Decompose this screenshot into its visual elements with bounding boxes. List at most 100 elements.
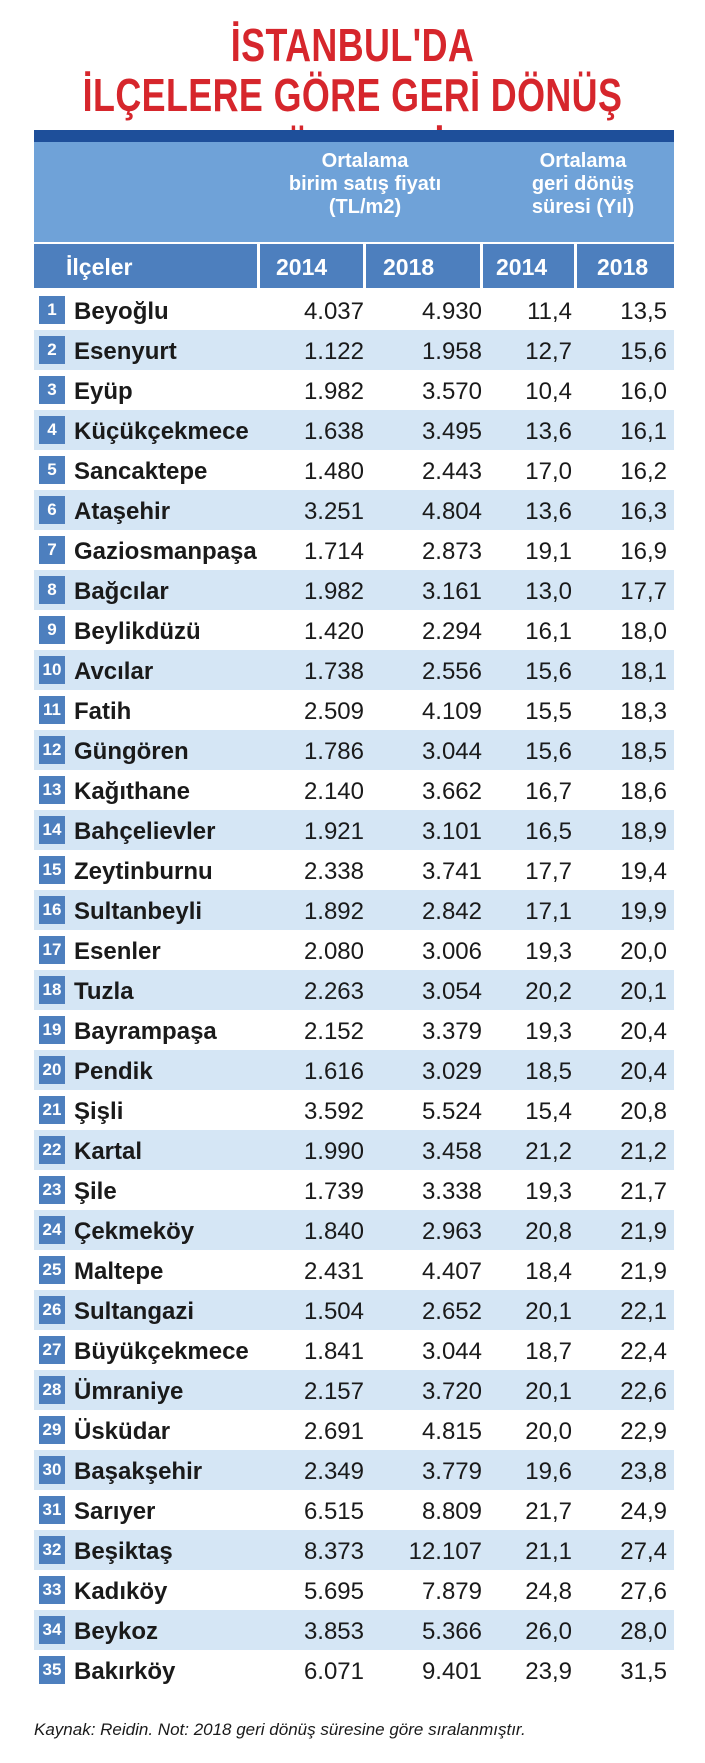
rank-badge: 22 [39, 1136, 65, 1164]
price-2018-cell: 7.879 [421, 1578, 482, 1605]
price-2014-cell: 2.691 [303, 1418, 364, 1445]
table-row: 31 Sarıyer 6.515 8.809 21,7 24,9 [34, 1490, 674, 1530]
return-2014-cell: 23,9 [525, 1658, 572, 1685]
table-row: 19 Bayrampaşa 2.152 3.379 19,3 20,4 [34, 1010, 674, 1050]
return-2014-cell: 19,6 [525, 1458, 572, 1485]
table-row: 25 Maltepe 2.431 4.407 18,4 21,9 [34, 1250, 674, 1290]
table-row: 23 Şile 1.739 3.338 19,3 21,7 [34, 1170, 674, 1210]
table-row: 26 Sultangazi 1.504 2.652 20,1 22,1 [34, 1290, 674, 1330]
price-2018-cell: 3.458 [421, 1138, 482, 1165]
district-cell: Bağcılar [74, 578, 169, 605]
rank-badge: 5 [39, 456, 65, 484]
rank-badge: 32 [39, 1536, 65, 1564]
rank-badge: 23 [39, 1176, 65, 1204]
return-2014-cell: 20,0 [525, 1418, 572, 1445]
column-separator [363, 244, 366, 288]
district-cell: Beyoğlu [74, 298, 169, 325]
district-cell: Bahçelievler [74, 818, 216, 845]
return-2014-cell: 18,5 [525, 1058, 572, 1085]
column-header-district: İlçeler [66, 254, 133, 280]
price-2014-cell: 2.140 [303, 778, 364, 805]
return-2018-cell: 28,0 [620, 1618, 667, 1645]
return-2018-cell: 16,2 [620, 458, 667, 485]
return-2014-cell: 16,1 [525, 618, 572, 645]
return-2018-cell: 22,6 [620, 1378, 667, 1405]
return-2014-cell: 24,8 [525, 1578, 572, 1605]
rank-badge: 14 [39, 816, 65, 844]
return-2014-cell: 21,7 [525, 1498, 572, 1525]
rank-badge: 9 [39, 616, 65, 644]
district-cell: Büyükçekmece [74, 1338, 249, 1365]
district-cell: Başakşehir [74, 1458, 203, 1485]
district-cell: Avcılar [74, 658, 154, 685]
return-2018-cell: 20,1 [620, 978, 667, 1005]
rank-badge: 19 [39, 1016, 65, 1044]
rank-badge: 21 [39, 1096, 65, 1124]
return-2018-cell: 16,3 [620, 498, 667, 525]
return-2018-cell: 13,5 [620, 298, 667, 325]
price-2014-cell: 1.480 [303, 458, 364, 485]
rank-badge: 18 [39, 976, 65, 1004]
return-2018-cell: 27,6 [620, 1578, 667, 1605]
return-header-line-3: süresi (Yıl) [531, 196, 635, 218]
table-row: 18 Tuzla 2.263 3.054 20,2 20,1 [34, 970, 674, 1010]
column-separator [574, 244, 577, 288]
return-2018-cell: 20,8 [620, 1098, 667, 1125]
rank-badge: 30 [39, 1456, 65, 1484]
price-2018-cell: 2.443 [421, 458, 482, 485]
column-header-return-2018: 2018 [597, 254, 649, 280]
district-cell: Çekmeköy [74, 1218, 195, 1245]
return-2018-cell: 22,9 [620, 1418, 667, 1445]
price-2018-cell: 1.958 [421, 338, 482, 365]
rank-badge: 3 [39, 376, 65, 404]
rank-badge: 26 [39, 1296, 65, 1324]
price-2018-cell: 3.570 [421, 378, 482, 405]
rank-badge: 10 [39, 656, 65, 684]
table-row: 14 Bahçelievler 1.921 3.101 16,5 18,9 [34, 810, 674, 850]
price-2014-cell: 2.349 [303, 1458, 364, 1485]
table-row: 24 Çekmeköy 1.840 2.963 20,8 21,9 [34, 1210, 674, 1250]
rank-badge: 12 [39, 736, 65, 764]
price-2014-cell: 8.373 [303, 1538, 364, 1565]
table-row: 6 Ataşehir 3.251 4.804 13,6 16,3 [34, 490, 674, 530]
price-2014-cell: 1.638 [303, 418, 364, 445]
price-2014-cell: 1.982 [303, 378, 364, 405]
price-2018-cell: 5.524 [421, 1098, 482, 1125]
district-cell: Şile [74, 1178, 117, 1205]
price-2014-cell: 1.786 [303, 738, 364, 765]
return-2018-cell: 21,9 [620, 1218, 667, 1245]
district-cell: Bakırköy [74, 1658, 176, 1685]
table-row: 20 Pendik 1.616 3.029 18,5 20,4 [34, 1050, 674, 1090]
return-2018-cell: 18,0 [620, 618, 667, 645]
district-cell: Esenler [74, 938, 161, 965]
price-2018-cell: 2.963 [421, 1218, 482, 1245]
price-2018-cell: 3.720 [421, 1378, 482, 1405]
price-2018-cell: 12.107 [408, 1538, 482, 1565]
return-2014-cell: 17,7 [525, 858, 572, 885]
price-2014-cell: 6.071 [303, 1658, 364, 1685]
district-cell: Küçükçekmece [74, 418, 249, 445]
table-row: 27 Büyükçekmece 1.841 3.044 18,7 22,4 [34, 1330, 674, 1370]
price-2018-cell: 3.006 [421, 938, 482, 965]
price-2018-cell: 3.662 [421, 778, 482, 805]
price-2014-cell: 3.592 [303, 1098, 364, 1125]
price-header-line-3: (TL/m2) [328, 196, 402, 218]
return-2018-cell: 24,9 [620, 1498, 667, 1525]
return-2014-cell: 19,1 [525, 538, 572, 565]
price-2018-cell: 3.054 [421, 978, 482, 1005]
table-row: 5 Sancaktepe 1.480 2.443 17,0 16,2 [34, 450, 674, 490]
district-cell: Pendik [74, 1058, 153, 1085]
rank-badge: 31 [39, 1496, 65, 1524]
return-2014-cell: 19,3 [525, 938, 572, 965]
rank-badge: 28 [39, 1376, 65, 1404]
district-cell: Ataşehir [74, 498, 171, 525]
district-cell: Maltepe [74, 1258, 164, 1285]
return-2014-cell: 18,4 [525, 1258, 572, 1285]
price-2018-cell: 3.044 [421, 1338, 482, 1365]
return-2018-cell: 16,9 [620, 538, 667, 565]
table-row: 4 Küçükçekmece 1.638 3.495 13,6 16,1 [34, 410, 674, 450]
rank-badge: 1 [39, 296, 65, 324]
table-row: 1 Beyoğlu 4.037 4.930 11,4 13,5 [34, 290, 674, 330]
district-cell: Sultanbeyli [74, 898, 203, 925]
price-2014-cell: 1.504 [303, 1298, 364, 1325]
